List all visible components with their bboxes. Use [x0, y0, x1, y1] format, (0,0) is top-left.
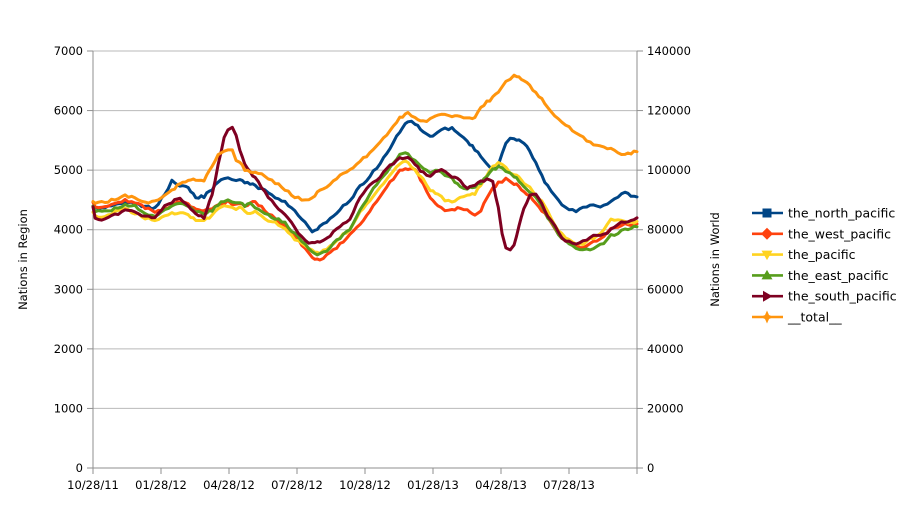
series-__total__: [91, 73, 639, 205]
right-tick-label: 40000: [647, 342, 684, 356]
legend-item-the_east_pacific: the_east_pacific: [752, 268, 889, 283]
left-tick-label: 1000: [54, 401, 83, 415]
gridlines: [93, 50, 637, 409]
left-tick-label: 6000: [54, 104, 83, 118]
legend-item-the_north_pacific: the_north_pacific: [752, 206, 895, 221]
right-tick-label: 100000: [647, 163, 691, 177]
left-tick-label: 7000: [54, 44, 83, 58]
left-axis-title: Nations in Region: [16, 209, 30, 310]
series-the_north_pacific: [91, 119, 639, 234]
legend-item-the_pacific: the_pacific: [752, 247, 856, 262]
legend-label: the_pacific: [788, 247, 856, 262]
left-tick-label: 2000: [54, 342, 83, 356]
triangle-up-marker-icon: [761, 269, 773, 280]
legend-item-__total__: __total__: [752, 310, 842, 325]
series-the_south_pacific: [91, 125, 639, 252]
legend-label: the_south_pacific: [788, 289, 897, 304]
legend-item-the_south_pacific: the_south_pacific: [752, 289, 897, 304]
left-tick-label: 5000: [54, 163, 83, 177]
legend-item-the_west_pacific: the_west_pacific: [752, 226, 891, 241]
right-tick-label: 20000: [647, 401, 684, 415]
legend-label: the_west_pacific: [788, 226, 891, 241]
right-tick-label: 80000: [647, 223, 684, 237]
x-axis-labels: 10/28/11 01/28/12 04/28/12 07/28/12 10/28/12…: [67, 468, 638, 492]
x-tick-label: 04/28/13: [475, 478, 527, 492]
x-tick-label: 01/28/13: [407, 478, 459, 492]
left-tick-label: 4000: [54, 223, 83, 237]
left-tick-label: 3000: [54, 282, 83, 296]
star-marker-icon: [760, 310, 774, 324]
left-axis-labels: 0 1000 2000 3000 4000 5000 6000 7000: [54, 44, 93, 475]
x-tick-label: 01/28/12: [135, 478, 187, 492]
legend-label: __total__: [787, 310, 842, 325]
x-tick-label: 07/28/12: [271, 478, 323, 492]
right-tick-label: 0: [647, 461, 654, 475]
left-tick-label: 0: [76, 461, 83, 475]
x-tick-label: 07/28/13: [543, 478, 595, 492]
legend-label: the_east_pacific: [788, 268, 889, 283]
square-marker-icon: [762, 208, 772, 218]
triangle-right-marker-icon: [763, 290, 773, 302]
triangle-down-marker-icon: [761, 250, 773, 261]
right-tick-label: 120000: [647, 104, 691, 118]
diamond-marker-icon: [761, 227, 773, 240]
legend: the_north_pacific the_west_pacific the_pac…: [752, 206, 897, 325]
right-axis-title: Nations in World: [708, 212, 722, 306]
right-tick-label: 140000: [647, 44, 691, 58]
x-tick-label: 10/28/12: [339, 478, 391, 492]
right-tick-label: 60000: [647, 282, 684, 296]
x-tick-label: 04/28/12: [203, 478, 255, 492]
right-axis-labels: 0 20000 40000 60000 80000 100000 120000 140000: [637, 44, 691, 475]
legend-label: the_north_pacific: [788, 206, 895, 221]
x-tick-label: 10/28/11: [67, 478, 119, 492]
